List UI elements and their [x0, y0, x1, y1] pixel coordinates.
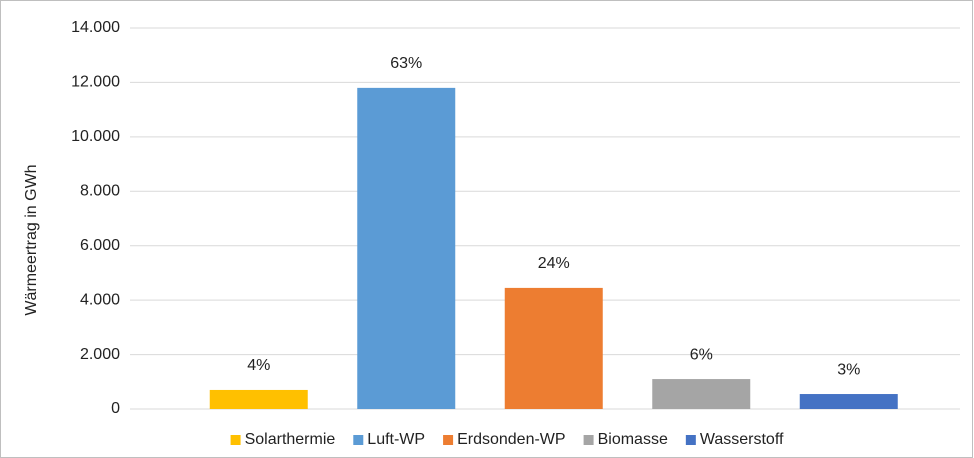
bar [504, 287, 603, 409]
legend-label: Luft-WP [367, 431, 425, 448]
data-label: 6% [690, 346, 713, 363]
y-tick-label: 10.000 [71, 128, 120, 145]
y-tick-label: 2.000 [80, 346, 120, 363]
data-label: 24% [538, 255, 570, 272]
legend-label: Biomasse [598, 431, 668, 448]
y-axis-label: Wärmeertrag in GWh [23, 164, 40, 315]
legend-swatch [353, 435, 364, 445]
y-tick-label: 14.000 [71, 19, 120, 36]
legend-swatch [230, 435, 241, 445]
legend-label: Solarthermie [245, 431, 336, 448]
bar [799, 394, 898, 409]
y-tick-label: 4.000 [80, 291, 120, 308]
legend-swatch [583, 435, 594, 445]
legend: Solarthermie Luft-WP Erdsonden-WP Biomasse W… [230, 431, 784, 448]
bar [357, 87, 456, 409]
y-tick-label: 0 [111, 400, 120, 417]
y-tick-label: 12.000 [71, 74, 120, 91]
y-tick-label: 6.000 [80, 237, 120, 254]
legend-swatch [443, 435, 454, 445]
y-tick-label: 8.000 [80, 183, 120, 200]
legend-label: Wasserstoff [700, 431, 784, 448]
data-label: 63% [390, 55, 422, 72]
legend-swatch [685, 435, 696, 445]
data-label: 4% [247, 357, 270, 374]
legend-label: Erdsonden-WP [457, 431, 566, 448]
bar [209, 389, 308, 409]
bar [652, 379, 751, 409]
data-label: 3% [837, 361, 860, 378]
